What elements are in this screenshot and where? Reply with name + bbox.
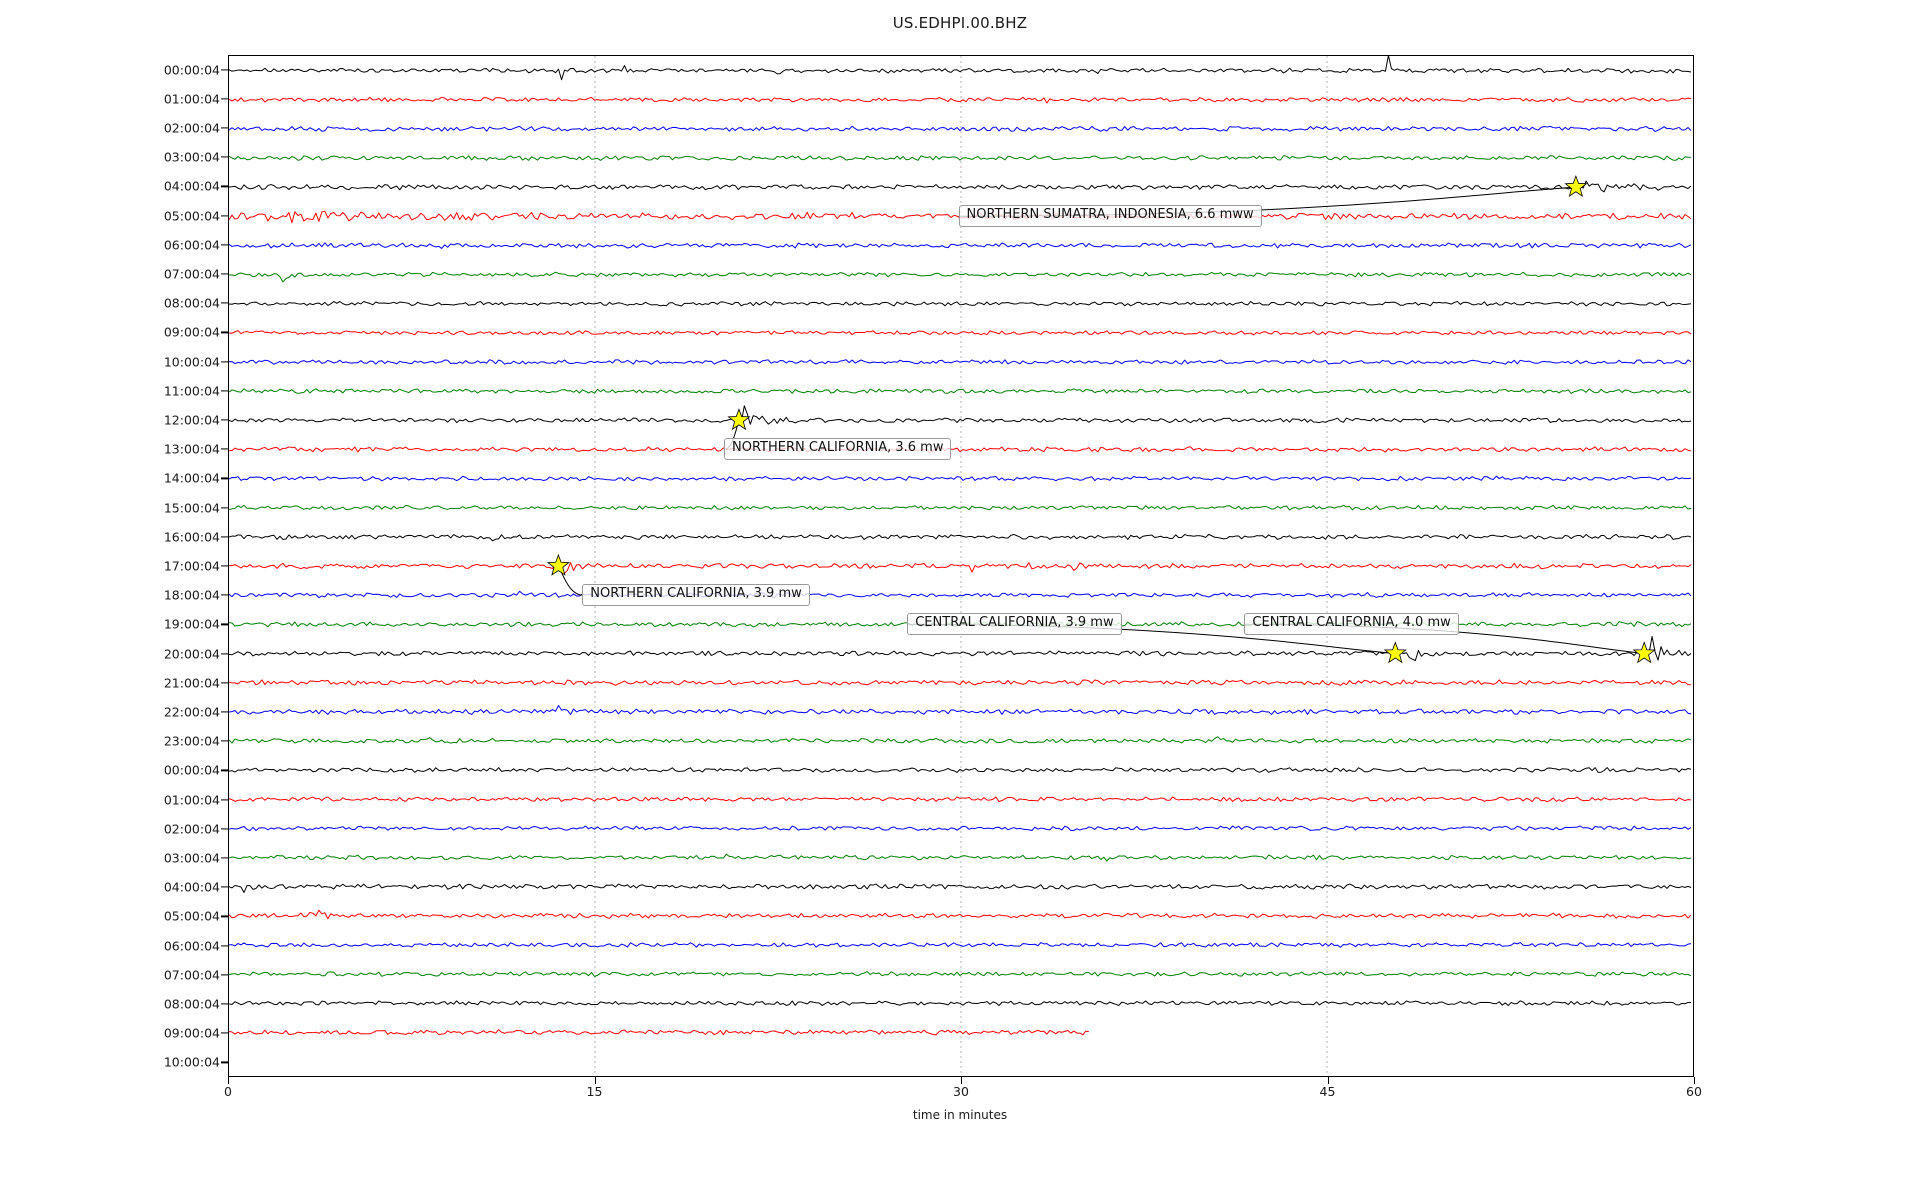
y-tick-mark: [221, 857, 228, 859]
y-tick-mark: [221, 185, 228, 187]
y-tick-label: 05:00:04: [163, 208, 220, 224]
y-tick-label: 17:00:04: [163, 558, 220, 574]
y-tick-mark: [221, 740, 228, 742]
y-tick-label: 06:00:04: [163, 938, 220, 954]
y-tick-label: 11:00:04: [163, 383, 220, 399]
y-tick-mark: [221, 98, 228, 100]
x-tick-mark: [1694, 1077, 1696, 1084]
y-tick-label: 19:00:04: [163, 616, 220, 632]
y-tick-label: 08:00:04: [163, 295, 220, 311]
y-tick-mark: [221, 623, 228, 625]
y-tick-mark: [221, 69, 228, 71]
y-tick-mark: [221, 302, 228, 304]
trace-layer: [229, 56, 1693, 1076]
y-tick-label: 13:00:04: [163, 441, 220, 457]
y-tick-mark: [221, 1003, 228, 1005]
y-tick-mark: [221, 711, 228, 713]
y-tick-mark: [221, 653, 228, 655]
x-tick-label: 30: [953, 1084, 969, 1099]
x-axis-label: time in minutes: [912, 1108, 1008, 1122]
y-tick-mark: [221, 1032, 228, 1034]
y-tick-mark: [221, 945, 228, 947]
x-tick-label: 15: [586, 1084, 603, 1099]
x-tick-mark: [228, 1077, 230, 1084]
y-tick-label: 02:00:04: [163, 120, 220, 136]
y-tick-mark: [221, 127, 228, 129]
y-tick-label: 06:00:04: [163, 237, 220, 253]
y-tick-label: 05:00:04: [163, 908, 220, 924]
x-tick-mark: [1327, 1077, 1329, 1084]
y-tick-mark: [221, 507, 228, 509]
x-tick-label: 0: [224, 1084, 232, 1099]
y-tick-label: 14:00:04: [163, 470, 220, 486]
x-tick-mark: [961, 1077, 963, 1084]
y-tick-mark: [221, 886, 228, 888]
y-tick-label: 12:00:04: [163, 412, 220, 428]
y-tick-label: 07:00:04: [163, 266, 220, 282]
y-tick-mark: [221, 448, 228, 450]
y-tick-label: 20:00:04: [163, 646, 220, 662]
event-label: NORTHERN SUMATRA, INDONESIA, 6.6 mww: [958, 204, 1262, 227]
y-tick-label: 15:00:04: [163, 500, 220, 516]
y-tick-mark: [221, 273, 228, 275]
y-tick-label: 00:00:04: [163, 62, 220, 78]
y-tick-mark: [221, 244, 228, 246]
y-tick-mark: [221, 828, 228, 830]
y-tick-label: 00:00:04: [163, 762, 220, 778]
y-tick-mark: [221, 915, 228, 917]
x-tick-mark: [594, 1077, 596, 1084]
y-tick-mark: [221, 477, 228, 479]
x-tick-label: 45: [1319, 1084, 1336, 1099]
y-tick-label: 09:00:04: [163, 1025, 220, 1041]
event-label: CENTRAL CALIFORNIA, 4.0 mw: [1244, 613, 1459, 636]
y-tick-label: 01:00:04: [163, 91, 220, 107]
event-label: NORTHERN CALIFORNIA, 3.6 mw: [723, 438, 952, 461]
y-tick-label: 09:00:04: [163, 324, 220, 340]
x-tick-label: 60: [1686, 1084, 1702, 1099]
y-tick-mark: [221, 331, 228, 333]
y-tick-mark: [221, 594, 228, 596]
y-tick-label: 08:00:04: [163, 996, 220, 1012]
plot-area: [228, 55, 1694, 1077]
y-tick-label: 03:00:04: [163, 850, 220, 866]
y-tick-label: 21:00:04: [163, 675, 220, 691]
y-tick-mark: [221, 799, 228, 801]
y-tick-mark: [221, 156, 228, 158]
y-tick-mark: [221, 215, 228, 217]
event-label: CENTRAL CALIFORNIA, 3.9 mw: [907, 613, 1122, 636]
y-tick-label: 01:00:04: [163, 792, 220, 808]
y-tick-label: 03:00:04: [163, 149, 220, 165]
y-tick-label: 16:00:04: [163, 529, 220, 545]
y-tick-label: 23:00:04: [163, 733, 220, 749]
y-tick-label: 10:00:04: [163, 354, 220, 370]
y-tick-mark: [221, 1061, 228, 1063]
y-tick-mark: [221, 361, 228, 363]
y-tick-label: 22:00:04: [163, 704, 220, 720]
y-tick-label: 02:00:04: [163, 821, 220, 837]
y-tick-label: 18:00:04: [163, 587, 220, 603]
y-tick-label: 04:00:04: [163, 178, 220, 194]
y-tick-mark: [221, 565, 228, 567]
y-tick-label: 07:00:04: [163, 967, 220, 983]
y-tick-mark: [221, 419, 228, 421]
y-tick-mark: [221, 769, 228, 771]
y-tick-mark: [221, 974, 228, 976]
y-tick-label: 10:00:04: [163, 1054, 220, 1070]
y-tick-label: 04:00:04: [163, 879, 220, 895]
event-label: NORTHERN CALIFORNIA, 3.9 mw: [582, 584, 810, 607]
y-tick-mark: [221, 682, 228, 684]
y-tick-mark: [221, 390, 228, 392]
y-tick-mark: [221, 536, 228, 538]
page-title: US.EDHPI.00.BHZ: [892, 14, 1028, 32]
